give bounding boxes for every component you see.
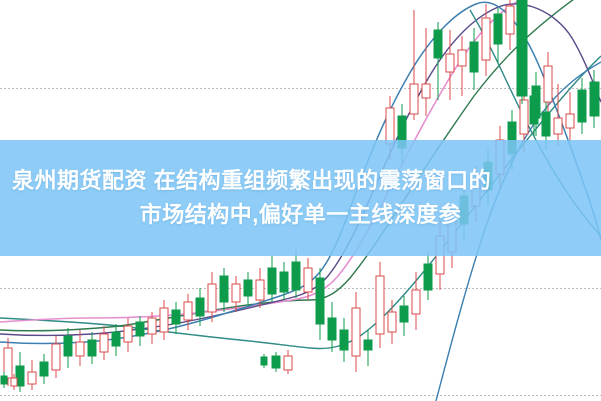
candle	[51, 336, 61, 378]
candle	[267, 256, 277, 302]
candle	[315, 268, 325, 340]
candle	[3, 338, 13, 386]
candle	[565, 92, 575, 142]
candle	[271, 352, 281, 372]
candle	[219, 268, 229, 312]
candle	[147, 312, 157, 344]
candle	[0, 372, 8, 388]
candle	[123, 318, 133, 352]
candle	[516, 0, 528, 104]
candle	[493, 8, 503, 62]
candle	[283, 350, 293, 374]
candle	[99, 326, 109, 360]
candle	[15, 352, 25, 392]
candle	[183, 294, 193, 330]
headline-line-1: 泉州期货配资 在结构重组频繁出现的震荡窗口的	[12, 168, 492, 193]
candle	[339, 318, 349, 362]
candle	[111, 324, 121, 356]
candle	[255, 268, 265, 308]
candle	[327, 302, 337, 352]
candle	[291, 250, 301, 298]
candle	[75, 330, 85, 366]
ma-green-line	[0, 0, 574, 332]
candle	[577, 78, 587, 134]
candle-series	[0, 0, 600, 392]
candle	[27, 360, 37, 390]
candle	[469, 28, 479, 90]
candle	[135, 316, 145, 346]
candle	[279, 262, 289, 300]
headline-banner: 泉州期货配资 在结构重组频繁出现的震荡窗口的 市场结构中,偏好单一主线深度参	[0, 140, 601, 256]
candle	[433, 22, 443, 100]
candle	[375, 262, 385, 348]
candle	[260, 354, 268, 368]
candle	[505, 0, 515, 50]
candle	[39, 354, 49, 384]
candle	[195, 288, 205, 326]
candle	[10, 374, 18, 390]
candle	[411, 272, 421, 330]
candle	[243, 272, 253, 306]
candle	[589, 70, 600, 128]
candle	[171, 302, 181, 334]
candle	[399, 296, 409, 336]
candle	[207, 272, 217, 322]
headline-line-2: 市场结构中,偏好单一主线深度参	[139, 202, 462, 227]
candle	[445, 30, 455, 100]
candle	[457, 36, 467, 96]
candle	[303, 258, 313, 300]
candle	[553, 84, 563, 146]
candle	[363, 330, 373, 366]
candle	[87, 332, 97, 364]
candle	[159, 300, 169, 340]
candle	[231, 276, 241, 312]
candle	[387, 300, 397, 344]
candle	[63, 328, 73, 368]
ma-pink-line	[0, 0, 523, 323]
candle	[543, 52, 553, 120]
candle	[409, 10, 419, 120]
candle	[529, 86, 539, 136]
candle	[481, 4, 491, 76]
candle	[351, 292, 361, 372]
candle	[423, 252, 433, 300]
candle	[421, 28, 431, 116]
